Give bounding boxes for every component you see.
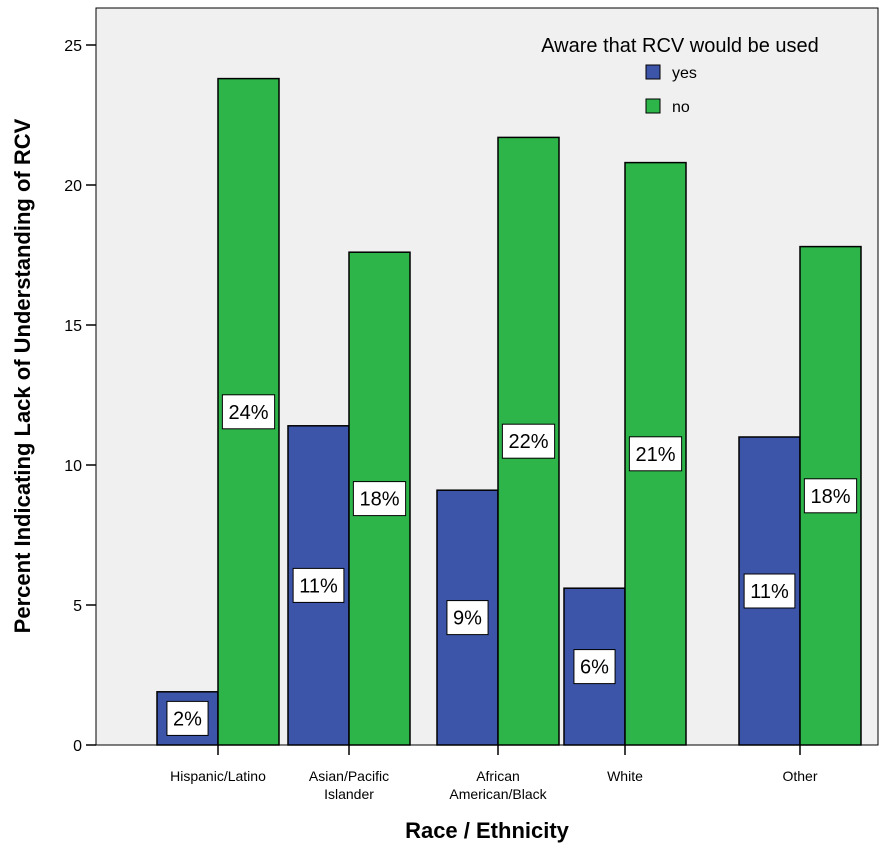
legend-label-yes: yes bbox=[672, 65, 697, 82]
x-tick-label: Other bbox=[782, 768, 817, 784]
data-label-text: 18% bbox=[359, 489, 399, 511]
data-label-text: 22% bbox=[508, 431, 548, 453]
x-axis-title: Race / Ethnicity bbox=[405, 818, 570, 843]
y-axis-title: Percent Indicating Lack of Understanding… bbox=[10, 118, 35, 633]
x-tick-label: African bbox=[476, 768, 520, 784]
data-label-text: 21% bbox=[635, 444, 675, 466]
data-label-no: 24% bbox=[221, 394, 276, 430]
data-label-text: 11% bbox=[299, 575, 338, 597]
y-tick-label: 20 bbox=[64, 178, 82, 195]
y-tick-label: 0 bbox=[73, 738, 82, 755]
legend-swatch-yes bbox=[645, 64, 661, 80]
data-label-yes: 9% bbox=[446, 600, 489, 636]
data-label-text: 24% bbox=[228, 402, 268, 424]
y-tick-label: 10 bbox=[64, 458, 82, 475]
legend-title: Aware that RCV would be used bbox=[541, 35, 819, 57]
data-label-yes: 2% bbox=[166, 700, 209, 736]
data-label-yes: 11% bbox=[743, 573, 796, 609]
x-tick-label: White bbox=[607, 768, 643, 784]
data-label-box bbox=[221, 394, 276, 430]
data-label-text: 9% bbox=[453, 608, 482, 630]
data-label-box bbox=[166, 700, 209, 736]
legend-swatch-no bbox=[645, 98, 661, 114]
y-tick-label: 5 bbox=[73, 598, 82, 615]
data-label-box bbox=[501, 423, 556, 459]
x-tick-label: Islander bbox=[324, 786, 374, 802]
data-label-no: 21% bbox=[628, 436, 683, 472]
data-label-no: 18% bbox=[803, 478, 858, 514]
data-label-box bbox=[628, 436, 683, 472]
data-label-box bbox=[803, 478, 858, 514]
x-tick-label: American/Black bbox=[449, 786, 547, 802]
data-label-box bbox=[573, 649, 616, 685]
data-label-yes: 6% bbox=[573, 649, 616, 685]
data-label-no: 18% bbox=[352, 481, 407, 517]
bar-labels-layer: 2% 24% 11% 18% 9% 22% 6% 21% 11% 18% bbox=[166, 394, 858, 736]
y-tick-label: 25 bbox=[64, 38, 82, 55]
data-label-box bbox=[292, 567, 345, 603]
data-label-text: 2% bbox=[173, 708, 202, 730]
x-axis: Hispanic/Latino Asian/Pacific Islander Afri… bbox=[170, 745, 818, 802]
data-label-text: 11% bbox=[750, 581, 789, 603]
data-label-no: 22% bbox=[501, 423, 556, 459]
data-label-box bbox=[352, 481, 407, 517]
x-tick-label: Asian/Pacific bbox=[309, 768, 389, 784]
data-label-text: 6% bbox=[580, 657, 609, 679]
legend-label-no: no bbox=[672, 99, 690, 116]
data-label-yes: 11% bbox=[292, 567, 345, 603]
legend: Aware that RCV would be used yes no bbox=[541, 35, 819, 116]
data-label-box bbox=[743, 573, 796, 609]
x-tick-label: Hispanic/Latino bbox=[170, 768, 266, 784]
data-label-text: 18% bbox=[810, 486, 850, 508]
y-axis: 0 5 10 15 20 25 bbox=[64, 38, 96, 755]
y-tick-label: 15 bbox=[64, 318, 82, 335]
data-label-box bbox=[446, 600, 489, 636]
